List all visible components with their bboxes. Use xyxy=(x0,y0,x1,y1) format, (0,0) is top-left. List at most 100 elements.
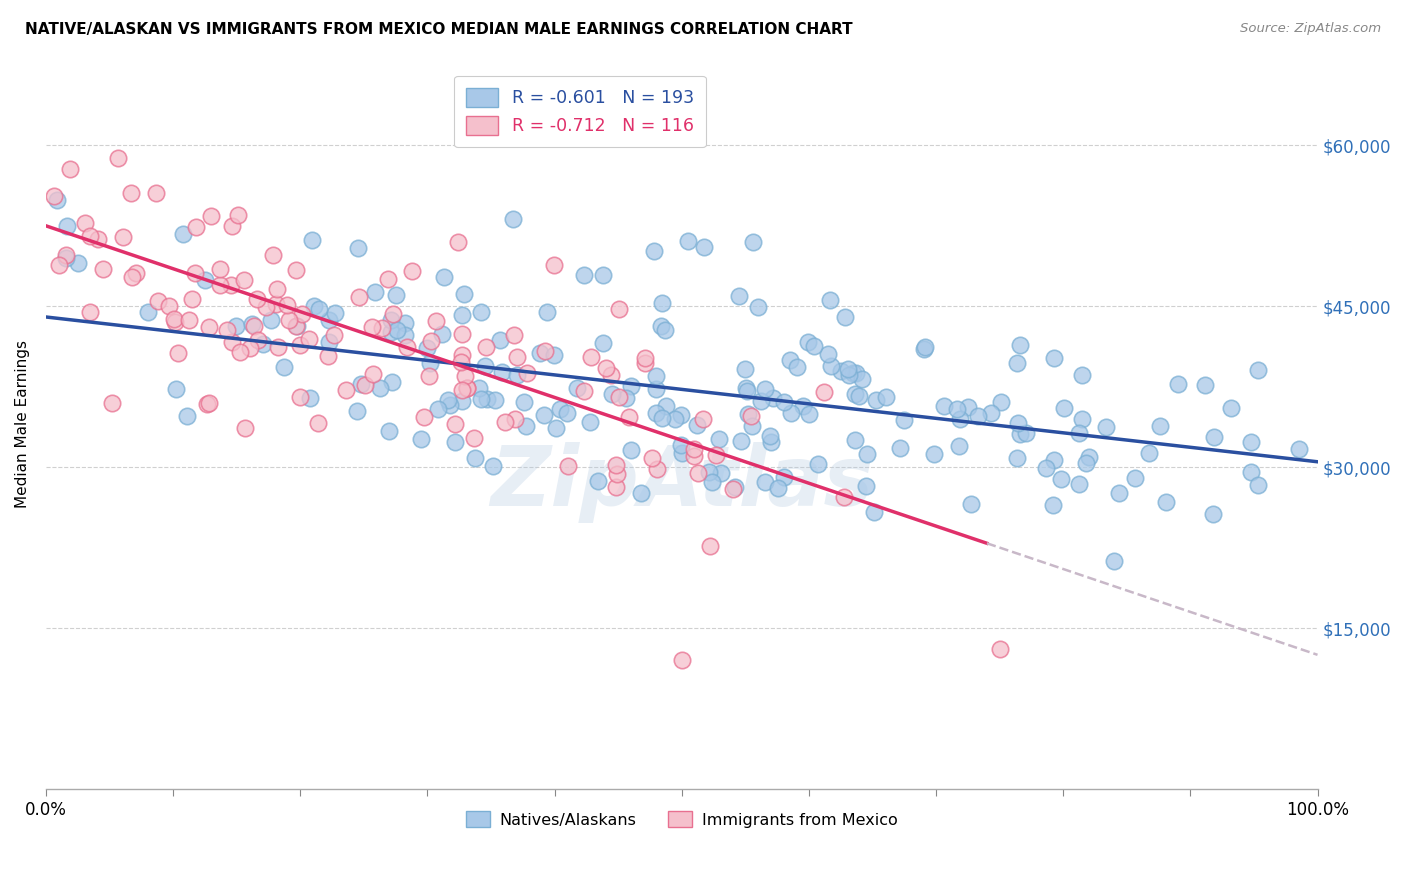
Point xyxy=(418,369,440,384)
Point xyxy=(990,395,1012,409)
Point xyxy=(614,391,637,405)
Point xyxy=(364,285,387,299)
Point xyxy=(73,216,96,230)
Point xyxy=(208,278,231,293)
Point xyxy=(766,481,789,495)
Point xyxy=(217,322,239,336)
Point xyxy=(262,248,284,262)
Point xyxy=(932,399,955,413)
Point xyxy=(243,319,266,334)
Point xyxy=(184,220,207,235)
Point xyxy=(488,333,510,347)
Point xyxy=(506,368,529,382)
Point xyxy=(276,298,298,312)
Point xyxy=(1050,471,1073,485)
Point xyxy=(412,410,434,425)
Point xyxy=(786,359,808,374)
Point xyxy=(298,391,321,405)
Point xyxy=(439,397,461,411)
Point xyxy=(645,382,668,396)
Point xyxy=(55,247,77,261)
Point xyxy=(710,467,733,481)
Point xyxy=(817,346,839,360)
Point xyxy=(288,338,311,352)
Point xyxy=(1137,446,1160,460)
Point xyxy=(724,480,747,494)
Point xyxy=(572,268,595,282)
Point xyxy=(380,325,402,339)
Point xyxy=(848,389,870,403)
Point xyxy=(308,302,330,317)
Point xyxy=(799,408,821,422)
Point xyxy=(737,407,759,421)
Point xyxy=(779,353,801,368)
Point xyxy=(515,419,537,434)
Point xyxy=(1246,478,1268,492)
Point xyxy=(45,193,67,207)
Point xyxy=(273,359,295,374)
Point xyxy=(543,258,565,272)
Point xyxy=(209,262,232,277)
Point xyxy=(285,263,308,277)
Point xyxy=(450,384,472,398)
Point xyxy=(219,277,242,292)
Point xyxy=(671,653,693,667)
Point xyxy=(494,416,516,430)
Point xyxy=(181,292,204,306)
Point xyxy=(184,266,207,280)
Point xyxy=(451,327,474,342)
Point xyxy=(605,467,627,482)
Point xyxy=(79,229,101,244)
Point xyxy=(349,290,371,304)
Point xyxy=(837,361,859,376)
Point xyxy=(433,269,456,284)
Point xyxy=(194,273,217,287)
Point xyxy=(456,381,478,395)
Point xyxy=(239,341,262,355)
Point xyxy=(335,383,357,397)
Point xyxy=(285,319,308,334)
Point xyxy=(600,387,623,401)
Point xyxy=(301,233,323,247)
Point xyxy=(419,334,441,348)
Point xyxy=(721,482,744,496)
Point xyxy=(676,234,699,248)
Point xyxy=(346,241,368,255)
Point xyxy=(425,314,447,328)
Point xyxy=(617,409,640,424)
Text: NATIVE/ALASKAN VS IMMIGRANTS FROM MEXICO MEDIAN MALE EARNINGS CORRELATION CHART: NATIVE/ALASKAN VS IMMIGRANTS FROM MEXICO… xyxy=(25,22,853,37)
Point xyxy=(1015,425,1038,440)
Point xyxy=(630,486,652,500)
Point xyxy=(741,235,763,250)
Point xyxy=(456,381,478,395)
Point xyxy=(865,393,887,408)
Point xyxy=(686,466,709,480)
Point xyxy=(862,505,884,519)
Point xyxy=(1202,507,1225,521)
Point xyxy=(381,376,404,390)
Point xyxy=(807,457,830,471)
Point xyxy=(949,412,972,426)
Point xyxy=(534,344,557,359)
Point xyxy=(651,296,673,310)
Point xyxy=(605,458,627,472)
Point xyxy=(221,219,243,233)
Point xyxy=(101,396,124,410)
Point xyxy=(730,434,752,448)
Point xyxy=(747,300,769,314)
Point xyxy=(1149,418,1171,433)
Point xyxy=(226,208,249,222)
Point xyxy=(609,301,631,316)
Point xyxy=(620,378,643,392)
Point xyxy=(555,406,578,420)
Point xyxy=(430,327,453,342)
Point xyxy=(948,439,970,453)
Point xyxy=(759,435,782,450)
Point xyxy=(889,441,911,455)
Point xyxy=(380,312,402,326)
Point xyxy=(360,319,382,334)
Point xyxy=(197,396,219,410)
Point xyxy=(451,308,474,322)
Point xyxy=(803,339,825,353)
Point xyxy=(834,310,856,324)
